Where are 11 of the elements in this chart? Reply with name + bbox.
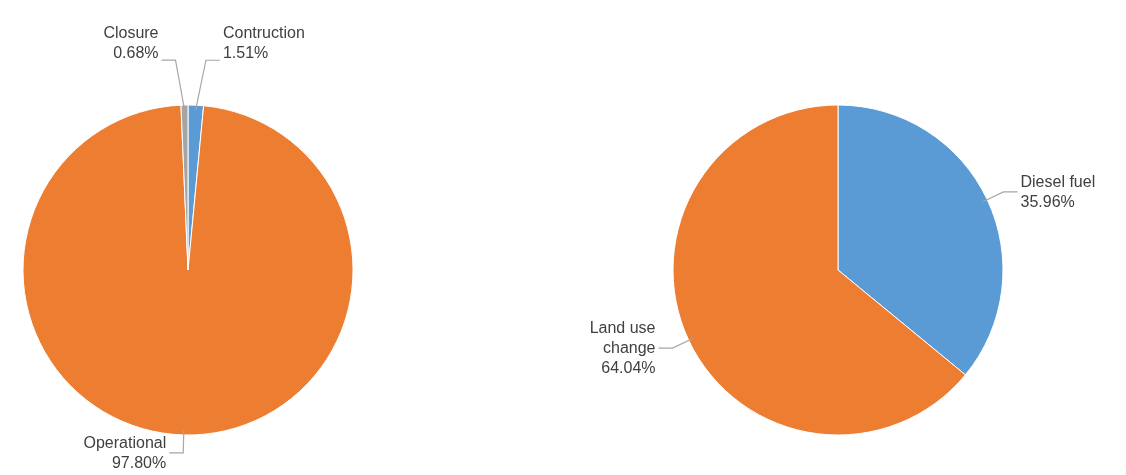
slice-label: Contruction [222, 24, 305, 42]
slice-label: Land use change [589, 319, 656, 357]
slice-label: Diesel fuel [1020, 172, 1096, 190]
data-label: 35.96% [1020, 192, 1075, 210]
data-label: 64.04% [601, 359, 656, 377]
slice-label: Closure [103, 24, 159, 42]
data-label: 1.51% [222, 44, 269, 62]
data-label: 0.68% [113, 44, 159, 62]
pie-slice [22, 104, 354, 436]
data-label: 97.80% [111, 453, 167, 471]
slice-label: Operational [83, 433, 167, 451]
